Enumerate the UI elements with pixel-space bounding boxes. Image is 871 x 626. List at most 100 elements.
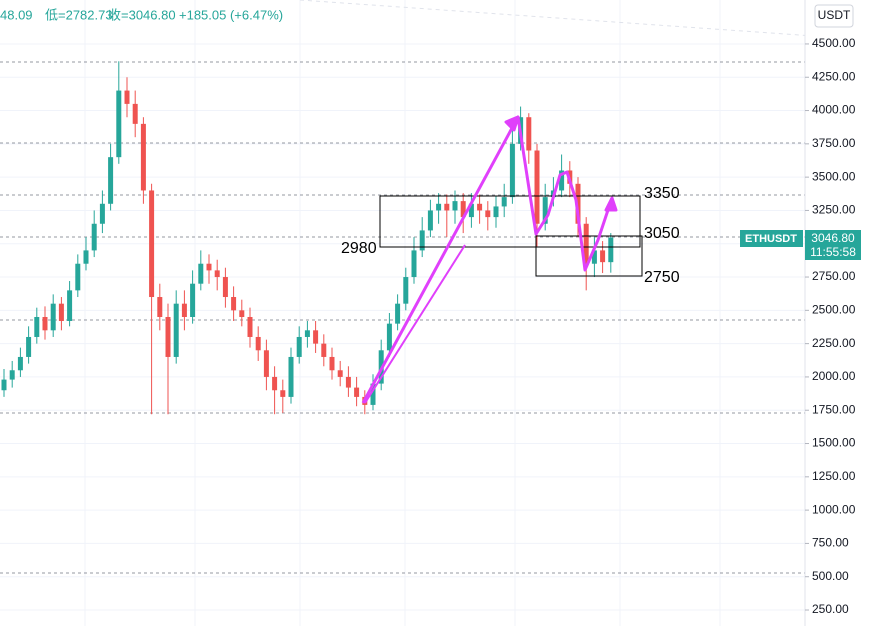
candle-body — [222, 277, 228, 298]
candle-body — [42, 316, 48, 331]
candle-body — [91, 223, 97, 251]
boxes — [379, 195, 643, 277]
candle-body — [501, 197, 507, 207]
candle-body — [280, 390, 286, 397]
candle-body — [75, 263, 81, 291]
candle-body — [345, 376, 351, 388]
y-tick-label: 1750.00 — [812, 402, 856, 416]
candle-body — [395, 303, 401, 324]
candle-body — [477, 203, 483, 211]
candle-body — [296, 336, 302, 357]
y-tick-label: 2000.00 — [812, 369, 856, 383]
symbol: ETHUSDT — [745, 233, 797, 245]
candle-body — [526, 117, 532, 151]
candle-body — [99, 203, 105, 224]
candle-body — [354, 387, 360, 397]
y-tick-label: 3750.00 — [812, 136, 856, 150]
price-tag — [805, 230, 861, 260]
currency-button[interactable] — [814, 4, 854, 28]
countdown: 11:55:58 — [810, 245, 856, 259]
candle-body — [559, 170, 565, 191]
candle-body — [444, 203, 450, 211]
y-tick-label: 1250.00 — [812, 469, 856, 483]
candle-body — [247, 316, 253, 337]
candle-body — [583, 223, 589, 264]
y-tick-label: 2750.00 — [812, 269, 856, 283]
trend-line — [299, 0, 871, 41]
vertical-grid — [84, 0, 721, 626]
candle-body — [214, 270, 220, 278]
candle-body — [157, 297, 163, 317]
candle-body — [132, 103, 138, 124]
candle-body — [452, 201, 458, 211]
candle-body — [124, 90, 130, 104]
candle-body — [313, 330, 319, 344]
y-tick-label: 4500.00 — [812, 36, 856, 50]
grid — [0, 43, 805, 611]
candle-body — [116, 90, 122, 158]
candle-body — [460, 201, 466, 218]
y-tick-label: 4000.00 — [812, 103, 856, 117]
symbol-label — [740, 230, 803, 247]
candle-body — [288, 356, 294, 397]
candle-body — [485, 210, 491, 218]
candle-body — [509, 143, 515, 198]
y-tick-label: 3250.00 — [812, 203, 856, 217]
candle-body — [534, 150, 540, 224]
y-tick-label: 250.00 — [812, 602, 849, 616]
candle-body — [468, 203, 474, 218]
candle-body — [198, 263, 204, 284]
candle-body — [165, 316, 171, 357]
candle-body — [9, 370, 15, 380]
candle-body — [140, 123, 146, 191]
candle-body — [206, 263, 212, 271]
candle-body — [427, 210, 433, 231]
candle-body — [608, 237, 614, 263]
header-value: 收=3046.80 — [108, 7, 176, 22]
candle-body — [190, 283, 196, 317]
y-tick-label: 4250.00 — [812, 69, 856, 83]
candle-body — [34, 316, 40, 337]
y-tick-label: 3500.00 — [812, 169, 856, 183]
candle-body — [58, 303, 64, 321]
header-value: 48.09 — [0, 7, 33, 22]
candle-body — [1, 379, 7, 391]
candle-body — [263, 350, 269, 377]
y-tick-label: 750.00 — [812, 536, 849, 550]
drawn-levels — [0, 61, 805, 574]
header-value: 低=2782.73 — [45, 7, 113, 22]
candle-body — [370, 383, 376, 405]
candle-body — [149, 190, 155, 298]
candle-body — [542, 197, 548, 224]
y-tick-label: 500.00 — [812, 569, 849, 583]
candle-body — [17, 356, 23, 371]
currency-button-label[interactable]: USDT — [818, 8, 851, 22]
candle-body — [575, 183, 581, 224]
annotation: 3050 — [644, 225, 680, 242]
candles — [1, 61, 614, 415]
candle-body — [419, 230, 425, 251]
annotation: 2750 — [644, 269, 680, 286]
candle-body — [255, 336, 261, 351]
candle-body — [386, 323, 392, 351]
candle-body — [321, 343, 327, 357]
candle-body — [600, 250, 606, 263]
candle-body — [436, 203, 442, 211]
header-value: +185.05 (+6.47%) — [179, 7, 283, 22]
candle-body — [181, 303, 187, 317]
candle-body — [231, 297, 237, 311]
candle-body — [239, 310, 245, 317]
annotation: 2980 — [341, 240, 377, 257]
candle-body — [591, 250, 597, 264]
arrows — [361, 115, 618, 404]
candle-body — [108, 157, 114, 204]
y-tick-label: 2500.00 — [812, 303, 856, 317]
candle-body — [83, 250, 89, 264]
candle-body — [337, 370, 343, 377]
candle-body — [26, 336, 32, 357]
y-tick-label: 1000.00 — [812, 502, 856, 516]
candle-body — [67, 290, 73, 321]
candle-body — [493, 206, 499, 218]
y-tick-label: 2250.00 — [812, 336, 856, 350]
